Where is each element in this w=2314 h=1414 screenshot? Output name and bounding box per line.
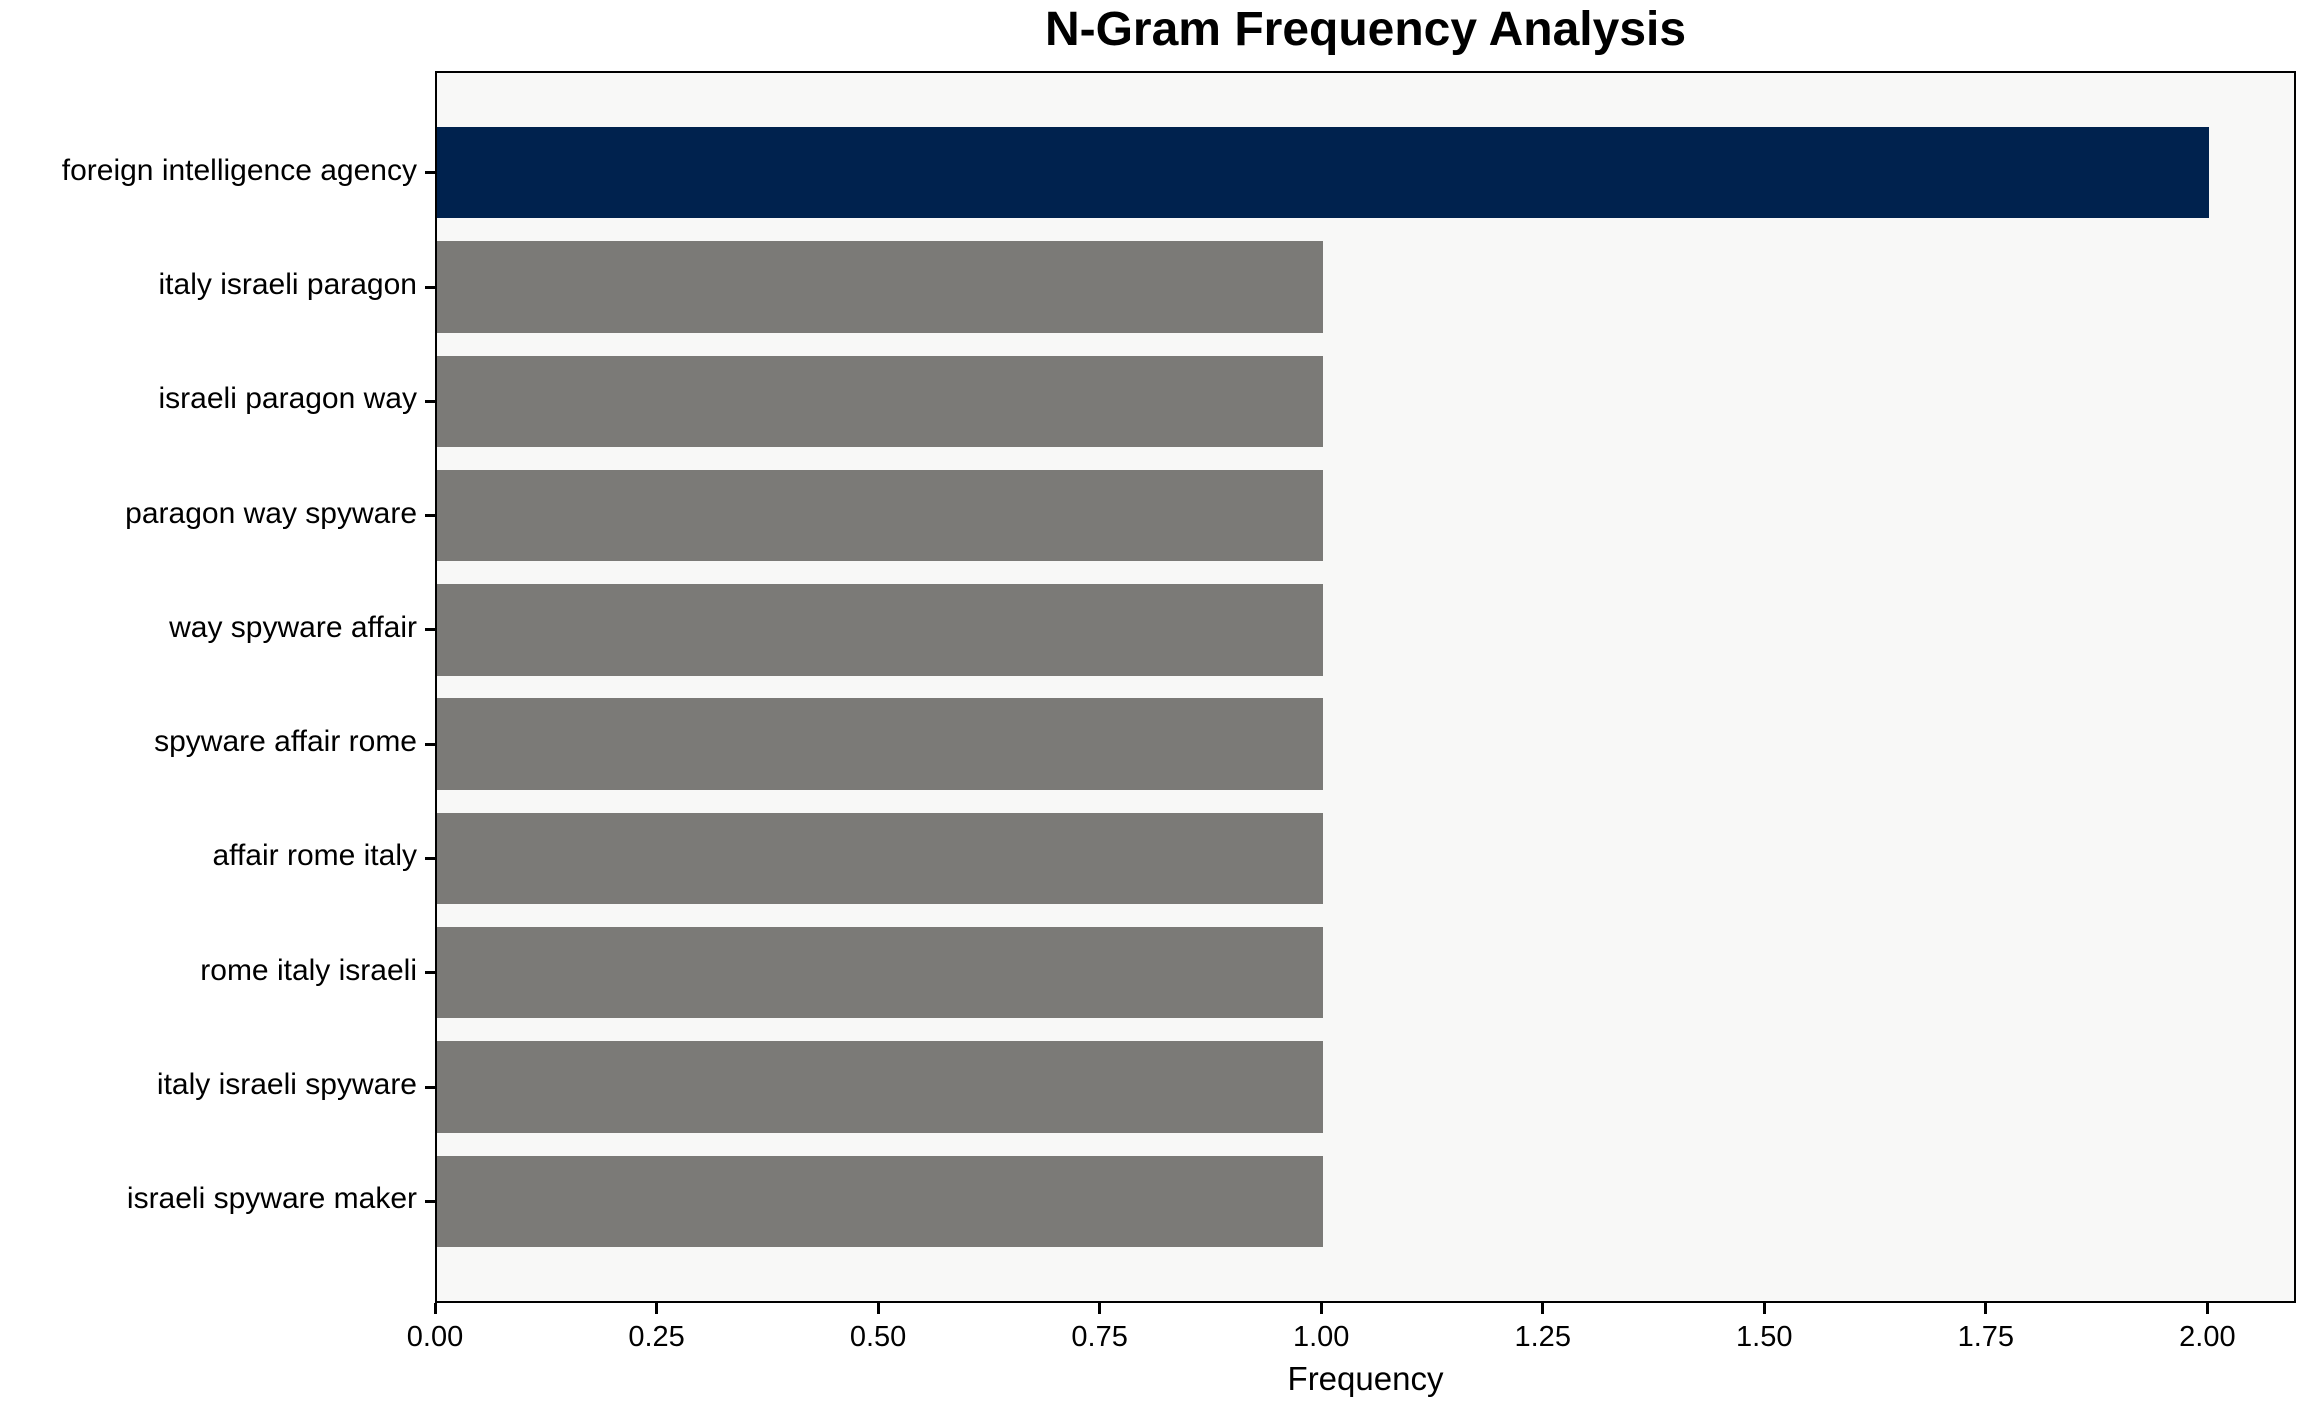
y-tick-mark: [425, 742, 435, 746]
y-tick-label: paragon way spyware: [125, 496, 417, 530]
y-tick-label: way spyware affair: [169, 610, 417, 644]
bar-way-spyware-affair: [437, 584, 1324, 676]
y-tick-mark: [425, 628, 435, 632]
x-tick-label: 0.25: [628, 1321, 685, 1353]
bar-israeli-spyware-maker: [437, 1155, 1324, 1247]
y-tick-label: spyware affair rome: [154, 725, 417, 759]
x-tick-mark: [876, 1303, 880, 1314]
y-tick-mark: [425, 514, 435, 518]
bar-rome-italy-israeli: [437, 927, 1324, 1019]
x-tick-mark: [2205, 1303, 2209, 1314]
x-tick-label: 0.00: [406, 1321, 464, 1353]
y-tick-mark: [425, 856, 435, 860]
chart-title: N-Gram Frequency Analysis: [1044, 3, 1687, 56]
y-tick-label: foreign intelligence agency: [61, 153, 417, 187]
x-tick-label: 1.50: [1736, 1321, 1793, 1353]
bar-foreign-intelligence-agency: [437, 127, 2210, 219]
bar-italy-israeli-paragon: [437, 241, 1324, 333]
y-tick-label: italy israeli paragon: [158, 268, 417, 301]
x-tick-label: 0.75: [1071, 1321, 1128, 1353]
y-tick-mark: [425, 171, 435, 175]
y-tick-label: italy israeli spyware: [156, 1068, 417, 1101]
x-axis-label: Frequency: [1287, 1360, 1444, 1397]
bar-paragon-way-spyware: [437, 469, 1324, 562]
bar-spyware-affair-rome: [437, 698, 1324, 790]
y-tick-label: rome italy israeli: [200, 953, 417, 987]
plot-area: [435, 71, 2296, 1303]
x-tick-mark: [433, 1303, 437, 1314]
x-tick-label: 1.00: [1292, 1321, 1350, 1353]
y-tick-label: israeli paragon way: [158, 382, 417, 416]
x-tick-label: 2.00: [2179, 1321, 2236, 1353]
y-tick-mark: [425, 1085, 435, 1089]
y-tick-mark: [425, 971, 435, 975]
x-tick-mark: [1098, 1303, 1102, 1314]
y-tick-mark: [425, 1199, 435, 1203]
x-tick-mark: [1319, 1303, 1323, 1314]
x-tick-mark: [1762, 1303, 1766, 1314]
y-tick-label: israeli spyware maker: [126, 1182, 417, 1216]
x-tick-label: 1.75: [1957, 1321, 2015, 1353]
y-tick-mark: [425, 285, 435, 289]
x-tick-label: 1.25: [1514, 1321, 1571, 1353]
x-tick-mark: [1541, 1303, 1545, 1314]
bar-affair-rome-italy: [437, 812, 1324, 905]
x-tick-mark: [1984, 1303, 1988, 1314]
x-tick-label: 0.50: [849, 1321, 907, 1353]
bar-italy-israeli-spyware: [437, 1041, 1324, 1133]
y-tick-mark: [425, 399, 435, 403]
y-tick-label: affair rome italy: [212, 839, 417, 873]
bar-israeli-paragon-way: [437, 355, 1324, 447]
x-tick-mark: [655, 1303, 659, 1314]
